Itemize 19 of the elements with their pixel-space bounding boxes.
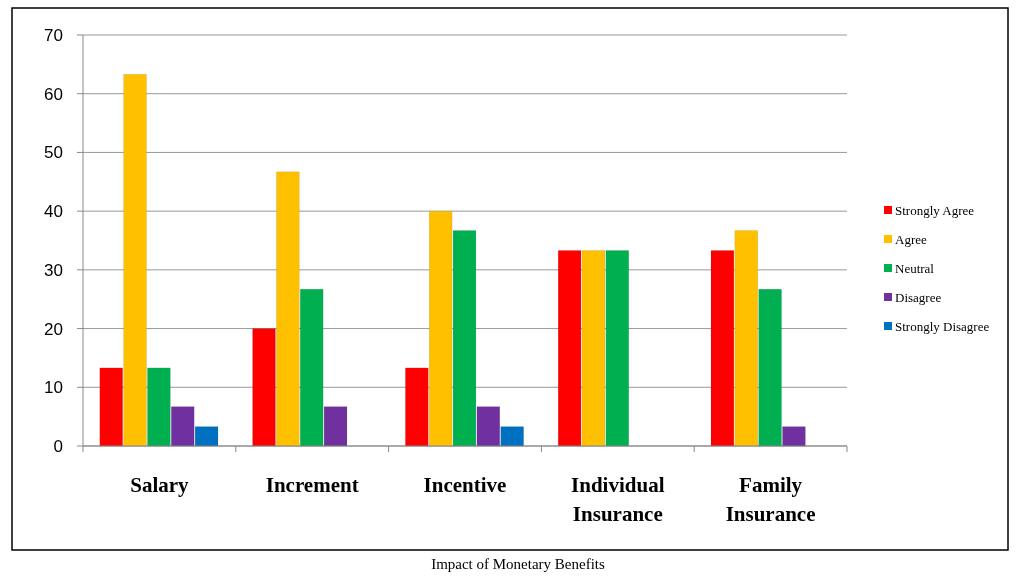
x-tick-label: Salary <box>130 473 190 497</box>
y-tick-label: 0 <box>53 436 63 456</box>
legend-label: Strongly Disagree <box>895 318 990 334</box>
legend-label: Agree <box>895 231 927 247</box>
x-tick-label: Individual Insurance <box>571 473 665 526</box>
x-tick-label: Incentive <box>423 473 507 497</box>
legend-label: Disagree <box>895 289 942 305</box>
y-tick-label: 20 <box>44 319 63 339</box>
y-tick-label: 70 <box>44 25 63 45</box>
legend-label: Strongly Agree <box>895 202 975 218</box>
y-tick-label: 10 <box>44 378 63 398</box>
x-tick-label: Family Insurance <box>725 473 816 526</box>
y-tick-label: 30 <box>44 260 63 280</box>
legend-label: Neutral <box>895 260 935 276</box>
y-tick-label: 50 <box>44 143 63 163</box>
x-tick-label: Increment <box>265 473 359 497</box>
y-tick-label: 60 <box>44 84 63 104</box>
text: Impact of Monetary Benefits <box>431 556 605 572</box>
y-tick-label: 40 <box>44 202 63 222</box>
